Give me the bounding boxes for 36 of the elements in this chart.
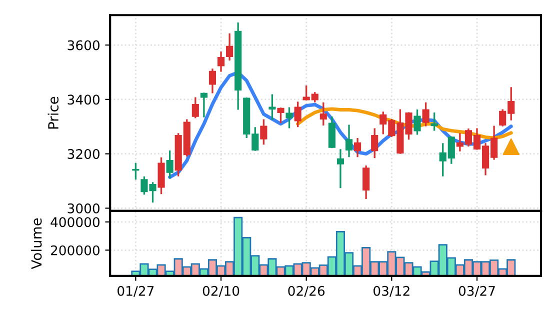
candlestick xyxy=(226,33,234,61)
candlestick xyxy=(414,109,421,135)
candlestick xyxy=(362,165,370,199)
candlestick xyxy=(166,150,174,178)
candlestick xyxy=(132,163,140,180)
candlestick xyxy=(328,116,336,148)
candlestick xyxy=(371,128,378,158)
candlestick xyxy=(286,107,293,128)
x-tick-label: 01/27 xyxy=(118,286,154,297)
candlestick xyxy=(422,102,430,126)
y-axis-title: Price xyxy=(48,96,59,129)
candlestick xyxy=(158,157,165,194)
x-tick-label: 02/10 xyxy=(202,286,240,297)
x-tick-label: 03/12 xyxy=(374,286,410,297)
y-tick-label: 200000 xyxy=(50,245,100,256)
y-tick-label: 3400 xyxy=(68,94,100,105)
candlestick xyxy=(208,68,216,94)
candlestick xyxy=(260,119,268,145)
candlestick xyxy=(336,149,344,188)
y-tick-label: 400000 xyxy=(50,217,100,228)
y-tick-label: 3600 xyxy=(68,40,100,50)
candlestick xyxy=(192,97,199,118)
candlestick xyxy=(294,102,302,128)
candlestick xyxy=(354,138,362,158)
y-tick-label: 3000 xyxy=(68,203,100,214)
y-tick-label: 3200 xyxy=(68,149,100,160)
candlestick xyxy=(217,52,225,72)
x-tick-label: 03/27 xyxy=(458,286,495,297)
candlestick xyxy=(430,112,438,131)
candlestick xyxy=(277,108,284,124)
x-tick-label: 02/26 xyxy=(288,286,325,297)
candlestick xyxy=(345,124,353,158)
candlestick xyxy=(320,102,327,126)
y-axis-title: Volume xyxy=(31,218,42,270)
candlestick xyxy=(268,94,276,120)
candlestick xyxy=(200,92,208,118)
